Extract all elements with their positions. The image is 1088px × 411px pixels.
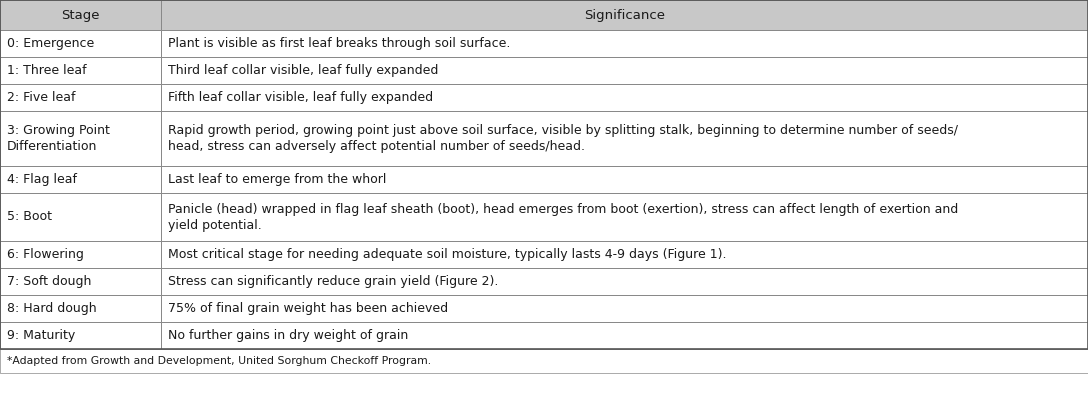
Text: Fifth leaf collar visible, leaf fully expanded: Fifth leaf collar visible, leaf fully ex…: [168, 91, 433, 104]
Text: 3: Growing Point
Differentiation: 3: Growing Point Differentiation: [7, 124, 110, 153]
Bar: [0, 193, 161, 241]
Bar: [161, 193, 1088, 241]
Bar: [0, 0, 1088, 349]
Bar: [161, 111, 1088, 166]
Text: 75% of final grain weight has been achieved: 75% of final grain weight has been achie…: [168, 302, 448, 315]
Bar: [161, 84, 1088, 111]
Bar: [161, 322, 1088, 349]
Bar: [161, 268, 1088, 295]
Text: 8: Hard dough: 8: Hard dough: [7, 302, 97, 315]
Bar: [0, 349, 1088, 373]
Text: Rapid growth period, growing point just above soil surface, visible by splitting: Rapid growth period, growing point just …: [168, 124, 959, 153]
Text: Last leaf to emerge from the whorl: Last leaf to emerge from the whorl: [168, 173, 386, 186]
Bar: [0, 84, 161, 111]
Bar: [0, 0, 161, 30]
Text: *Adapted from Growth and Development, United Sorghum Checkoff Program.: *Adapted from Growth and Development, Un…: [7, 356, 431, 366]
Bar: [161, 30, 1088, 57]
Bar: [0, 322, 161, 349]
Bar: [161, 0, 1088, 30]
Bar: [0, 166, 161, 193]
Bar: [0, 30, 161, 57]
Bar: [0, 57, 161, 84]
Bar: [161, 241, 1088, 268]
Text: 9: Maturity: 9: Maturity: [7, 329, 75, 342]
Text: Plant is visible as first leaf breaks through soil surface.: Plant is visible as first leaf breaks th…: [168, 37, 510, 50]
Text: Stage: Stage: [61, 9, 100, 21]
Bar: [0, 268, 161, 295]
Text: 1: Three leaf: 1: Three leaf: [7, 64, 87, 77]
Text: Most critical stage for needing adequate soil moisture, typically lasts 4-9 days: Most critical stage for needing adequate…: [168, 248, 727, 261]
Text: 7: Soft dough: 7: Soft dough: [7, 275, 91, 288]
Text: Panicle (head) wrapped in flag leaf sheath (boot), head emerges from boot (exert: Panicle (head) wrapped in flag leaf shea…: [168, 203, 959, 231]
Bar: [0, 295, 161, 322]
Bar: [161, 57, 1088, 84]
Text: 5: Boot: 5: Boot: [7, 210, 52, 224]
Text: Stress can significantly reduce grain yield (Figure 2).: Stress can significantly reduce grain yi…: [168, 275, 498, 288]
Text: No further gains in dry weight of grain: No further gains in dry weight of grain: [168, 329, 408, 342]
Bar: [161, 166, 1088, 193]
Text: Third leaf collar visible, leaf fully expanded: Third leaf collar visible, leaf fully ex…: [168, 64, 438, 77]
Text: 6: Flowering: 6: Flowering: [7, 248, 84, 261]
Text: Significance: Significance: [584, 9, 665, 21]
Text: 4: Flag leaf: 4: Flag leaf: [7, 173, 77, 186]
Bar: [0, 241, 161, 268]
Text: 2: Five leaf: 2: Five leaf: [7, 91, 75, 104]
Bar: [0, 111, 161, 166]
Bar: [161, 295, 1088, 322]
Text: 0: Emergence: 0: Emergence: [7, 37, 95, 50]
